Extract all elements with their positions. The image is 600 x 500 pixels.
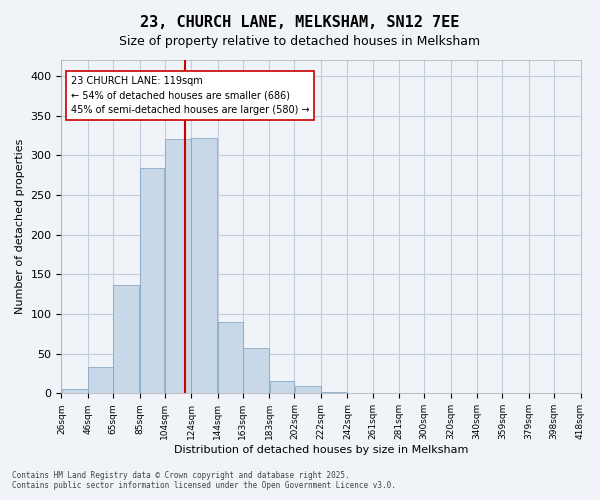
X-axis label: Distribution of detached houses by size in Melksham: Distribution of detached houses by size …	[174, 445, 468, 455]
Bar	[191, 138, 217, 394]
Text: Size of property relative to detached houses in Melksham: Size of property relative to detached ho…	[119, 35, 481, 48]
Bar	[88, 367, 113, 394]
Bar	[243, 348, 269, 394]
Bar	[347, 392, 373, 394]
Bar	[140, 168, 164, 394]
Bar	[113, 284, 139, 394]
Bar	[218, 322, 242, 394]
Text: 23, CHURCH LANE, MELKSHAM, SN12 7EE: 23, CHURCH LANE, MELKSHAM, SN12 7EE	[140, 15, 460, 30]
Text: Contains HM Land Registry data © Crown copyright and database right 2025.
Contai: Contains HM Land Registry data © Crown c…	[12, 470, 396, 490]
Bar	[62, 390, 88, 394]
Bar	[399, 392, 424, 394]
Y-axis label: Number of detached properties: Number of detached properties	[15, 139, 25, 314]
Text: 23 CHURCH LANE: 119sqm
← 54% of detached houses are smaller (686)
45% of semi-de: 23 CHURCH LANE: 119sqm ← 54% of detached…	[71, 76, 309, 116]
Bar	[321, 392, 347, 394]
Bar	[529, 392, 554, 394]
Bar	[269, 380, 294, 394]
Bar	[165, 140, 191, 394]
Bar	[295, 386, 321, 394]
Bar	[451, 392, 477, 394]
